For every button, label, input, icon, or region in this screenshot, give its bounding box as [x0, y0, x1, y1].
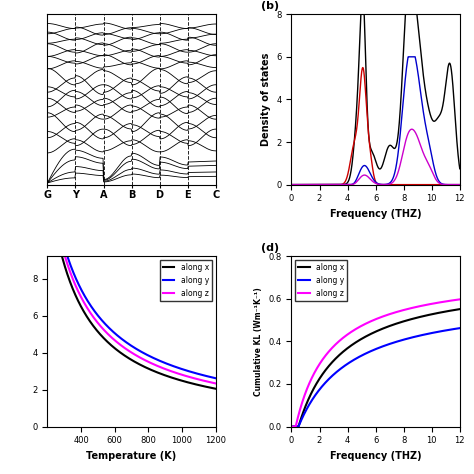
along x — [136, 361, 141, 367]
along y — [453, 326, 458, 332]
X-axis label: Temperature (K): Temperature (K) — [86, 451, 177, 461]
X-axis label: Frequency (THZ): Frequency (THZ) — [330, 451, 421, 461]
along y — [427, 331, 432, 337]
along x — [213, 386, 219, 392]
along x — [126, 355, 131, 361]
along z — [389, 310, 394, 316]
along y — [457, 325, 463, 331]
along x — [453, 307, 458, 313]
along z — [427, 301, 432, 307]
along z — [457, 297, 463, 302]
along y — [126, 341, 131, 346]
X-axis label: Frequency (THZ): Frequency (THZ) — [330, 209, 421, 219]
Text: (b): (b) — [261, 1, 279, 11]
along z — [369, 318, 374, 324]
Line: along z: along z — [292, 300, 460, 427]
along y — [45, 158, 50, 164]
Text: (d): (d) — [261, 243, 279, 253]
along x — [209, 385, 215, 391]
along x — [380, 326, 385, 331]
along x — [182, 379, 188, 384]
Line: along x: along x — [47, 178, 216, 389]
along y — [182, 367, 188, 373]
along x — [389, 322, 394, 328]
Line: along x: along x — [292, 309, 460, 427]
along z — [126, 348, 131, 354]
along z — [289, 424, 294, 429]
Y-axis label: Cumulative KL (Wm⁻¹K⁻¹): Cumulative KL (Wm⁻¹K⁻¹) — [254, 287, 263, 396]
along x — [145, 365, 150, 371]
along z — [370, 318, 375, 323]
along y — [136, 347, 141, 353]
along z — [136, 354, 141, 360]
along z — [182, 373, 188, 379]
Legend: along x, along y, along z: along x, along y, along z — [160, 260, 212, 301]
along x — [289, 424, 294, 429]
along y — [369, 348, 374, 354]
along x — [125, 355, 130, 360]
Line: along y: along y — [292, 328, 460, 427]
along z — [380, 314, 385, 319]
along z — [45, 165, 50, 171]
along x — [427, 312, 432, 318]
along y — [289, 424, 294, 429]
Y-axis label: Density of states: Density of states — [261, 53, 271, 146]
along y — [145, 352, 150, 358]
along z — [125, 347, 130, 353]
along y — [380, 344, 385, 349]
along z — [213, 381, 219, 386]
along x — [370, 330, 375, 336]
Line: along y: along y — [47, 161, 216, 378]
along z — [145, 359, 150, 365]
along y — [213, 375, 219, 381]
Legend: along x, along y, along z: along x, along y, along z — [295, 260, 347, 301]
Line: along z: along z — [47, 168, 216, 383]
along y — [389, 340, 394, 346]
along y — [370, 347, 375, 353]
along z — [453, 297, 458, 303]
along y — [125, 340, 130, 346]
along y — [209, 374, 215, 380]
along x — [45, 175, 50, 181]
along z — [209, 380, 215, 385]
along x — [457, 306, 463, 312]
along x — [369, 331, 374, 337]
